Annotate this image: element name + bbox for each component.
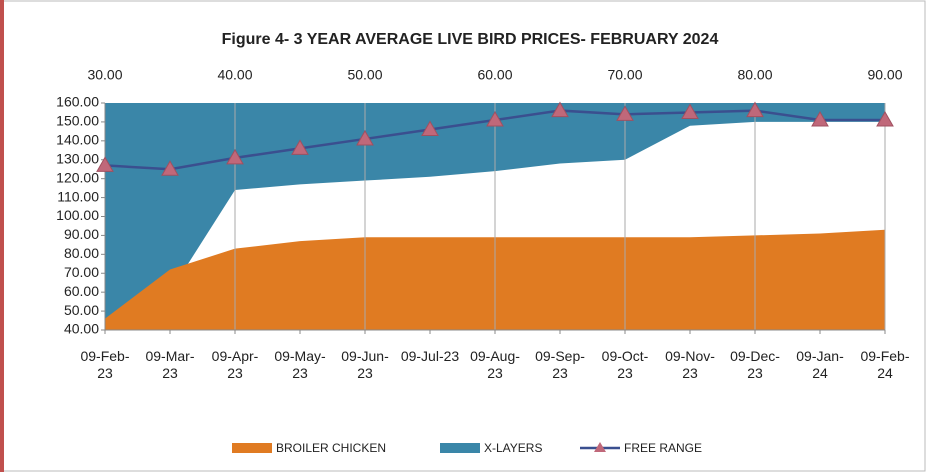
free-range-marker xyxy=(291,139,309,155)
x-tick-label: 09-Nov-23 xyxy=(665,348,715,381)
free-range-marker xyxy=(356,129,374,146)
legend-swatch xyxy=(440,443,480,453)
y-tick-label: 70.00 xyxy=(64,264,99,280)
y-tick-label: 120.00 xyxy=(56,169,99,185)
x-tick-label: 09-Feb-24 xyxy=(860,348,910,381)
x2-tick-label: 70.00 xyxy=(607,67,642,83)
legend-marker xyxy=(594,442,606,452)
y-tick-label: 140.00 xyxy=(56,132,99,148)
free-range-marker xyxy=(681,103,699,119)
y-tick-label: 160.00 xyxy=(56,94,99,110)
free-range-marker xyxy=(551,101,569,118)
x-tick-label: 09-Apr-23 xyxy=(211,348,259,381)
chart-title: Figure 4- 3 YEAR AVERAGE LIVE BIRD PRICE… xyxy=(222,31,719,48)
y-tick-label: 90.00 xyxy=(64,226,99,242)
x-tick-label: 09-Dec-23 xyxy=(730,348,780,381)
free-range-marker xyxy=(161,160,179,176)
x-tick-label: 09-Jul-23 xyxy=(400,348,460,364)
x-tick-label: 09-Jun-23 xyxy=(341,348,389,381)
free-range-marker xyxy=(616,105,634,121)
x-tick-label: 09-Sep-23 xyxy=(535,348,585,381)
y-tick-label: 40.00 xyxy=(64,321,99,337)
x2-tick-label: 80.00 xyxy=(737,67,772,83)
y-tick-label: 50.00 xyxy=(64,302,99,318)
x-tick-label: 09-May-23 xyxy=(274,348,326,381)
y-tick-label: 100.00 xyxy=(56,207,99,223)
free-range-marker xyxy=(96,156,114,172)
legend-item: FREE RANGE xyxy=(580,441,702,455)
legend-item: X-LAYERS xyxy=(440,441,542,455)
free-range-marker xyxy=(421,120,439,136)
x2-tick-label: 40.00 xyxy=(217,67,252,83)
y-tick-label: 60.00 xyxy=(64,283,99,299)
x-layers-area xyxy=(105,103,885,327)
y-tick-label: 130.00 xyxy=(56,150,99,166)
y-tick-label: 80.00 xyxy=(64,245,99,261)
free-range-marker xyxy=(811,111,829,127)
legend-label: BROILER CHICKEN xyxy=(276,441,386,455)
x-tick-label: 09-Oct-23 xyxy=(601,348,649,381)
free-range-marker xyxy=(486,111,504,127)
legend-item: BROILER CHICKEN xyxy=(232,441,386,455)
legend-swatch xyxy=(232,443,272,453)
free-range-marker xyxy=(226,148,244,165)
x-tick-label: 09-Mar-23 xyxy=(145,348,195,381)
x-tick-label: 09-Aug-23 xyxy=(470,348,520,381)
x2-tick-label: 50.00 xyxy=(347,67,382,83)
free-range-marker xyxy=(746,101,764,118)
x2-tick-label: 90.00 xyxy=(867,67,902,83)
y-tick-label: 150.00 xyxy=(56,113,99,129)
legend-label: X-LAYERS xyxy=(484,441,542,455)
free-range-marker xyxy=(876,111,894,127)
x-tick-label: 09-Jan-24 xyxy=(796,348,844,381)
legend-label: FREE RANGE xyxy=(624,441,702,455)
y-tick-label: 110.00 xyxy=(57,188,99,204)
x-tick-label: 09-Feb-23 xyxy=(80,348,130,381)
x2-tick-label: 60.00 xyxy=(477,67,512,83)
frame-edge xyxy=(0,0,4,472)
x2-tick-label: 30.00 xyxy=(87,67,122,83)
